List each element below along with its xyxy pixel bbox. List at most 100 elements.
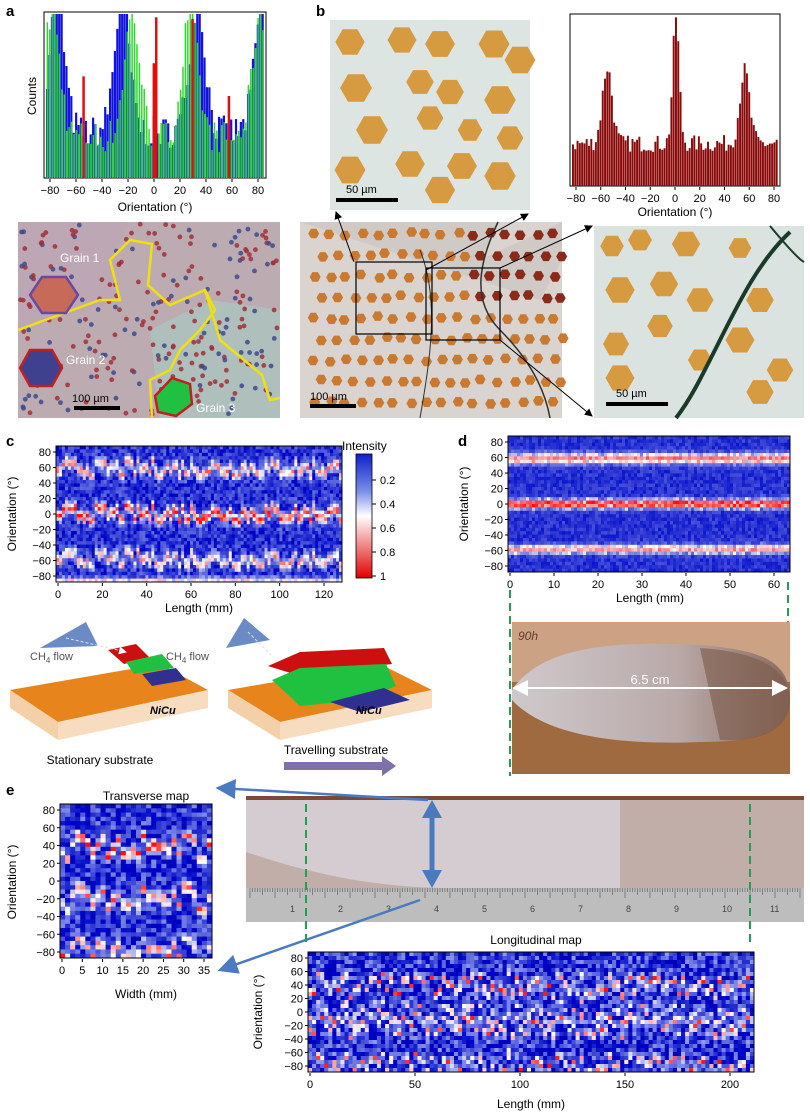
heatmap-cell (330, 558, 334, 562)
heatmap-cell (148, 514, 152, 518)
heatmap-cell (228, 500, 233, 505)
panel-b-top-micrograph: 50 µm (330, 20, 536, 210)
heatmap-cell (207, 558, 212, 562)
heatmap-cell (291, 483, 295, 488)
heatmap-cell (529, 500, 533, 505)
heatmap-cell (112, 558, 116, 562)
heatmap-cell (258, 497, 262, 501)
nicu-label-2: NiCu (356, 705, 382, 717)
heatmap-cell (336, 486, 340, 491)
heatmap-cell (124, 446, 128, 450)
heatmap-cell (288, 575, 292, 579)
heatmap-cell (106, 514, 110, 518)
heatmap-cell (243, 565, 247, 569)
heatmap-cell (520, 439, 524, 444)
heatmap-cell (243, 578, 247, 583)
heatmap-cell (511, 544, 515, 549)
heatmap-cell (79, 466, 84, 471)
heatmap-cell (234, 565, 239, 569)
hist-bar (656, 135, 659, 186)
heatmap-cell (139, 463, 143, 467)
heatmap-cell (508, 459, 512, 464)
heatmap-cell (91, 483, 96, 488)
heatmap-cell (261, 524, 265, 528)
heatmap-cell (279, 497, 283, 501)
heatmap-cell (56, 565, 60, 569)
heatmap-cell (67, 575, 72, 579)
panel-b-center-scalebar (310, 404, 356, 408)
particle (123, 236, 129, 242)
heatmap-cell (312, 537, 316, 542)
heatmap-cell (315, 493, 319, 498)
heatmap-cell (246, 452, 250, 457)
heatmap-cell (133, 446, 137, 450)
heatmap-cell (127, 452, 131, 457)
heatmap-cell (219, 551, 224, 556)
heatmap-cell (82, 565, 87, 569)
heatmap-cell (56, 486, 60, 491)
heatmap-cell (193, 480, 197, 484)
heatmap-cell (318, 531, 322, 535)
hexagon-crystal (457, 119, 483, 141)
heatmap-cell (529, 473, 533, 478)
particle (21, 405, 26, 411)
heatmap-cell (228, 554, 233, 559)
heatmap-cell (231, 520, 236, 525)
heatmap-cell (291, 459, 295, 464)
heatmap-cell (160, 520, 164, 525)
heatmap-cell (199, 541, 203, 545)
heatmap-cell (523, 483, 527, 488)
heatmap-cell (330, 514, 334, 518)
particle (146, 230, 152, 236)
heatmap-cell (109, 527, 113, 532)
hexagon-crystal (555, 377, 567, 387)
hist-bar (713, 147, 716, 186)
heatmap-cell (115, 476, 119, 481)
heatmap-cell (511, 487, 515, 491)
heatmap-cell (85, 517, 90, 522)
heatmap-cell (273, 500, 277, 505)
heatmap-cell (234, 459, 239, 464)
heatmap-cell (64, 531, 69, 535)
heatmap-cell (333, 483, 337, 488)
heatmap-cell (330, 561, 334, 566)
heatmap-cell (225, 541, 230, 545)
heatmap-cell (216, 490, 221, 494)
hexagon-crystal (334, 156, 366, 184)
heatmap-cell (306, 490, 310, 494)
heatmap-cell (213, 483, 218, 488)
heatmap-cell (175, 548, 179, 552)
heatmap-cell (82, 500, 87, 505)
heatmap-cell (225, 561, 230, 566)
heatmap-cell (261, 551, 265, 556)
heatmap-cell (261, 531, 265, 535)
heatmap-cell (508, 473, 512, 478)
hexagon-crystal (605, 277, 635, 303)
heatmap-cell (139, 456, 143, 460)
heatmap-cell (85, 527, 90, 532)
heatmap-cell (276, 459, 280, 464)
heatmap-cell (109, 507, 113, 511)
heatmap-cell (294, 466, 298, 471)
heatmap-cell (76, 558, 81, 562)
heatmap-cell (306, 561, 310, 566)
heatmap-cell (267, 476, 271, 481)
heatmap-cell (213, 497, 218, 501)
heatmap-cell (61, 565, 66, 569)
hexagon-crystal (483, 271, 495, 281)
heatmap-cell (199, 558, 203, 562)
heatmap-cell (520, 453, 524, 457)
heatmap-cell (285, 476, 289, 481)
hist-bar (677, 41, 680, 187)
hist-bar (162, 123, 165, 178)
heatmap-cell (145, 541, 149, 545)
heatmap-cell (181, 500, 185, 505)
heatmap-cell (169, 537, 173, 542)
heatmap-cell (234, 446, 239, 450)
hexagon-crystal (492, 251, 504, 261)
heatmap-cell (109, 452, 113, 457)
heatmap-cell (261, 565, 265, 569)
particle (109, 377, 115, 383)
hexagon-crystal (331, 335, 343, 346)
heatmap-cell (243, 456, 247, 460)
